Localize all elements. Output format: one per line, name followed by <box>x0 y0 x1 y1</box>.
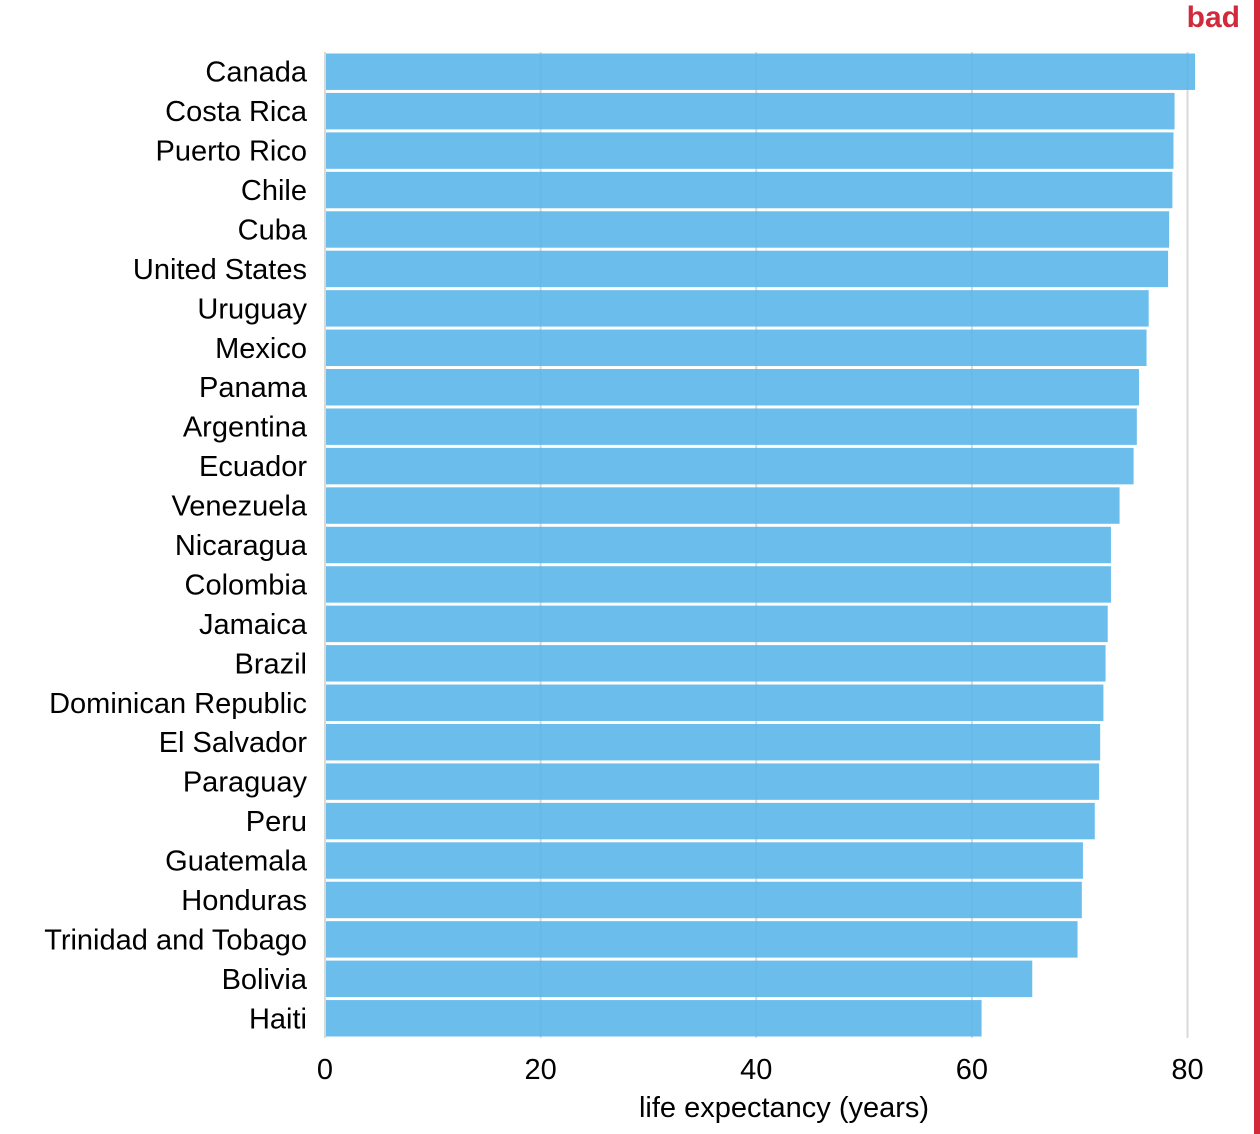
category-label: Venezuela <box>172 491 308 523</box>
x-tick-label: 20 <box>524 1054 556 1086</box>
bad-label: bad <box>1186 1 1240 34</box>
bar-haiti <box>326 1000 982 1037</box>
category-label: Paraguay <box>183 767 308 799</box>
category-label: Mexico <box>215 333 307 365</box>
bar-dominican-republic <box>326 684 1104 721</box>
category-label: Argentina <box>183 412 308 444</box>
category-label: Haiti <box>249 1003 307 1035</box>
category-label: Cuba <box>238 214 308 246</box>
bar-puerto-rico <box>326 132 1174 169</box>
bar-cuba <box>326 211 1170 248</box>
category-label: El Salvador <box>159 727 308 759</box>
x-tick-label: 0 <box>317 1054 333 1086</box>
category-label: Peru <box>246 806 307 838</box>
bar-peru <box>326 802 1095 840</box>
category-label: Canada <box>205 57 307 89</box>
category-label: Trinidad and Tobago <box>44 924 307 956</box>
bar-united-states <box>326 250 1169 288</box>
bar-costa-rica <box>326 92 1175 130</box>
category-label: Nicaragua <box>175 530 308 562</box>
bar-jamaica <box>326 605 1108 643</box>
bar-canada <box>326 53 1196 90</box>
bar-chile <box>326 171 1173 209</box>
bar-uruguay <box>326 290 1149 327</box>
bar-colombia <box>326 566 1111 603</box>
category-label: Bolivia <box>222 964 308 996</box>
bar-paraguay <box>326 763 1100 800</box>
bar-argentina <box>326 408 1137 445</box>
bar-nicaragua <box>326 526 1111 564</box>
category-label: Colombia <box>185 569 308 601</box>
bar-mexico <box>326 329 1147 367</box>
bar-bolivia <box>326 960 1033 998</box>
x-tick-label: 60 <box>956 1054 988 1086</box>
bar-ecuador <box>326 447 1134 485</box>
bad-marker-bar <box>1254 0 1260 1134</box>
x-tick-label: 80 <box>1171 1054 1203 1086</box>
bar-venezuela <box>326 487 1120 524</box>
category-label: Ecuador <box>199 451 307 483</box>
category-label: Honduras <box>181 885 307 917</box>
category-label: Puerto Rico <box>155 136 307 168</box>
category-label: Chile <box>241 175 307 207</box>
category-label: Costa Rica <box>165 96 308 128</box>
category-label: Panama <box>199 372 308 404</box>
category-label: Guatemala <box>165 846 308 878</box>
bar-trinidad-and-tobago <box>326 921 1078 958</box>
bar-brazil <box>326 645 1106 682</box>
category-label: United States <box>133 254 307 286</box>
bar-guatemala <box>326 842 1083 879</box>
category-label: Uruguay <box>197 293 307 325</box>
x-axis-label: life expectancy (years) <box>639 1092 929 1124</box>
bar-honduras <box>326 881 1082 919</box>
category-label: Jamaica <box>199 609 308 641</box>
category-label: Brazil <box>234 648 307 680</box>
bar-el-salvador <box>326 723 1101 761</box>
x-tick-label: 40 <box>740 1054 772 1086</box>
category-label: Dominican Republic <box>49 688 307 720</box>
bar-panama <box>326 369 1139 406</box>
